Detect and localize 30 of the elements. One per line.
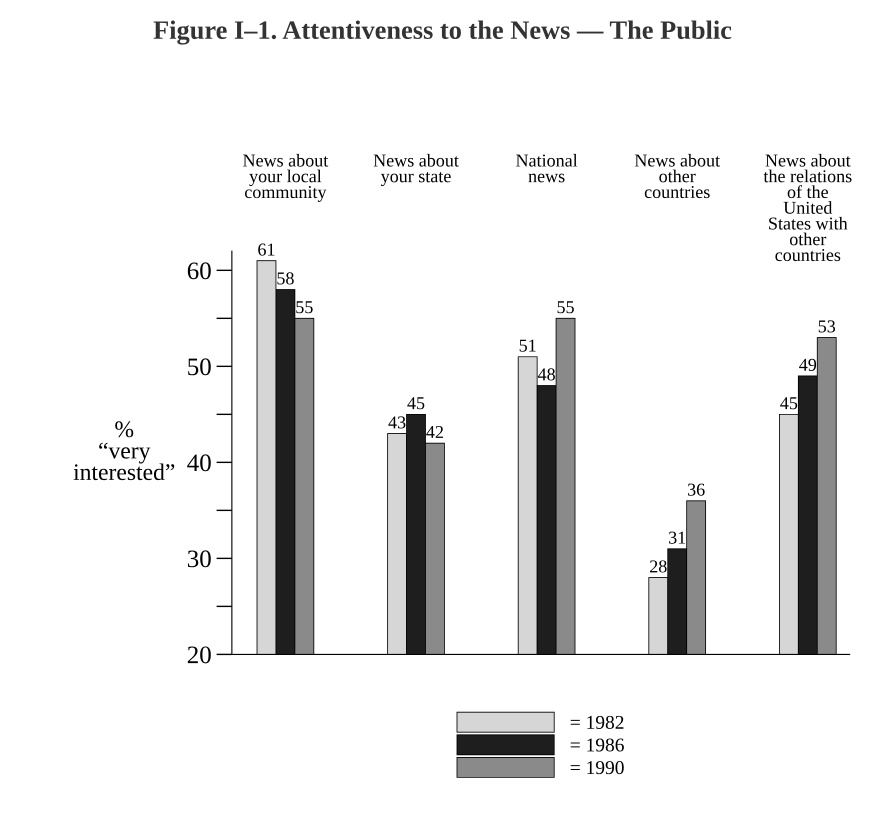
- chart-title: Figure I–1. Attentiveness to the News — The Public: [154, 20, 732, 45]
- y-tick-label: 50: [188, 358, 211, 376]
- x-tick-label: News about your local community: [243, 154, 328, 202]
- data-label: 28: [650, 560, 667, 573]
- legend-label: = 1986: [570, 738, 624, 752]
- data-label: 45: [407, 397, 424, 410]
- legend-label: = 1990: [570, 761, 624, 774]
- legend-label: = 1982: [570, 716, 624, 729]
- data-label: 42: [426, 426, 443, 438]
- data-label: 51: [520, 340, 536, 352]
- data-label: 36: [688, 484, 705, 496]
- data-label: 55: [296, 301, 313, 314]
- data-label: 55: [558, 301, 574, 314]
- y-tick-label: 20: [188, 646, 211, 664]
- data-label: 58: [277, 272, 294, 284]
- x-tick-label: News about your state: [374, 154, 459, 186]
- data-label: 53: [818, 320, 836, 332]
- data-label: 48: [538, 368, 555, 380]
- y-tick-label: 60: [188, 262, 211, 280]
- y-tick-label: 30: [188, 550, 211, 568]
- data-label: 49: [799, 358, 816, 371]
- y-tick-label: 40: [187, 454, 211, 472]
- data-label: 45: [780, 397, 798, 410]
- x-tick-label: National news: [516, 154, 578, 182]
- data-label: 61: [258, 244, 274, 256]
- data-label: 31: [669, 532, 686, 544]
- x-tick-label: News about the relations of the United States with other countries: [764, 154, 852, 262]
- y-axis-title: % “very interested”: [74, 421, 174, 480]
- data-label: 43: [388, 416, 406, 429]
- x-tick-label: News about other countries: [634, 154, 720, 198]
